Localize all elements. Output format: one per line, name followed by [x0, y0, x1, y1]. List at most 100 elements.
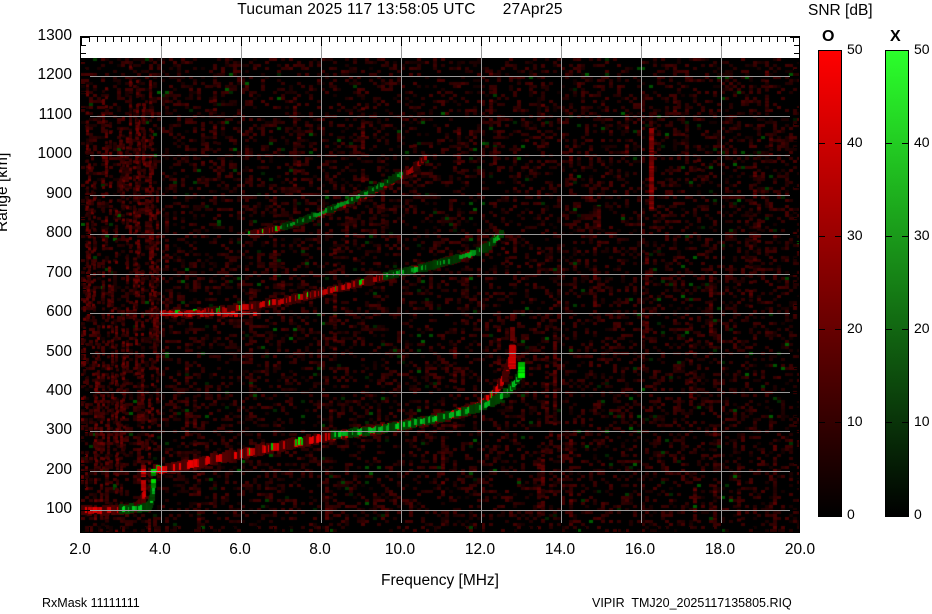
axis-tick [665, 527, 666, 532]
axis-tick [257, 527, 258, 532]
axis-tick [81, 439, 86, 440]
colorbar-tick-label-o: 10 [847, 413, 863, 429]
axis-tick [81, 108, 86, 109]
axis-tick [790, 155, 799, 156]
axis-tick [601, 37, 602, 42]
axis-tick [81, 84, 86, 85]
axis-tick [790, 392, 799, 393]
axis-tick [657, 527, 658, 532]
axis-tick [241, 523, 242, 532]
y-tick-label: 1300 [37, 27, 72, 44]
axis-tick [794, 305, 799, 306]
axis-tick [513, 37, 514, 42]
colorbar-tick-label-x: 50 [914, 41, 930, 57]
axis-tick [794, 187, 799, 188]
axis-tick [745, 527, 746, 532]
axis-tick [794, 163, 799, 164]
axis-tick [794, 384, 799, 385]
gridline-horizontal [81, 510, 799, 511]
footer-rxmask: RxMask 11111111 [42, 596, 140, 610]
axis-tick [393, 527, 394, 532]
gridline-vertical [561, 37, 562, 532]
axis-tick [794, 84, 799, 85]
axis-tick [249, 37, 250, 42]
axis-tick [753, 37, 754, 42]
axis-tick [81, 345, 86, 346]
axis-tick [353, 527, 354, 532]
y-tick-label: 200 [46, 460, 72, 478]
axis-tick [209, 527, 210, 532]
ionogram-plot[interactable] [80, 36, 800, 533]
gridline-horizontal [81, 471, 799, 472]
axis-tick [273, 527, 274, 532]
y-tick-label: 700 [46, 263, 72, 281]
axis-tick [81, 431, 90, 432]
axis-tick [794, 100, 799, 101]
y-tick-label: 400 [46, 382, 72, 399]
axis-tick [81, 447, 86, 448]
axis-tick [377, 527, 378, 532]
axis-tick [577, 37, 578, 42]
colorbar-tick-label-o: 50 [847, 41, 863, 57]
axis-tick [601, 527, 602, 532]
y-tick-label: 100 [46, 500, 72, 518]
axis-tick [794, 502, 799, 503]
axis-tick [794, 92, 799, 93]
axis-tick [713, 527, 714, 532]
gridline-vertical [481, 37, 482, 532]
axis-tick [497, 37, 498, 42]
axis-tick [169, 37, 170, 42]
axis-tick [794, 108, 799, 109]
axis-tick [794, 203, 799, 204]
axis-tick [794, 211, 799, 212]
axis-tick [794, 218, 799, 219]
axis-tick [457, 527, 458, 532]
axis-tick [81, 471, 90, 472]
axis-tick [794, 368, 799, 369]
axis-tick [794, 408, 799, 409]
axis-tick [81, 234, 90, 235]
gridline-vertical [161, 37, 162, 532]
axis-tick [513, 527, 514, 532]
y-tick-label: 900 [46, 184, 72, 202]
axis-tick [233, 37, 234, 42]
colorbar-tick [818, 236, 825, 237]
axis-tick [105, 37, 106, 42]
gridline-horizontal [81, 353, 799, 354]
axis-tick [81, 124, 86, 125]
axis-tick [793, 527, 794, 532]
colorbar-tick-label-x: 10 [914, 413, 930, 429]
axis-tick [161, 523, 162, 532]
axis-tick [201, 527, 202, 532]
axis-tick [81, 132, 86, 133]
axis-tick [794, 140, 799, 141]
axis-tick [81, 337, 86, 338]
axis-tick [81, 455, 86, 456]
axis-tick [593, 37, 594, 42]
axis-tick [81, 487, 86, 488]
axis-tick [794, 124, 799, 125]
axis-tick [777, 37, 778, 42]
axis-tick [353, 37, 354, 42]
axis-tick [681, 37, 682, 42]
axis-tick [217, 527, 218, 532]
axis-tick [794, 447, 799, 448]
gridline-vertical [401, 37, 402, 532]
axis-tick [473, 37, 474, 42]
axis-tick [185, 37, 186, 42]
colorbar-tick [885, 422, 892, 423]
axis-tick [697, 527, 698, 532]
axis-tick [121, 37, 122, 42]
axis-tick [105, 527, 106, 532]
axis-tick [794, 171, 799, 172]
axis-tick [561, 37, 562, 46]
axis-tick [257, 37, 258, 42]
gridline-horizontal [81, 392, 799, 393]
axis-tick [361, 37, 362, 42]
axis-tick [641, 37, 642, 46]
x-tick-label: 6.0 [229, 541, 251, 558]
axis-tick [505, 527, 506, 532]
axis-tick [305, 37, 306, 42]
axis-tick [537, 527, 538, 532]
axis-tick [145, 527, 146, 532]
